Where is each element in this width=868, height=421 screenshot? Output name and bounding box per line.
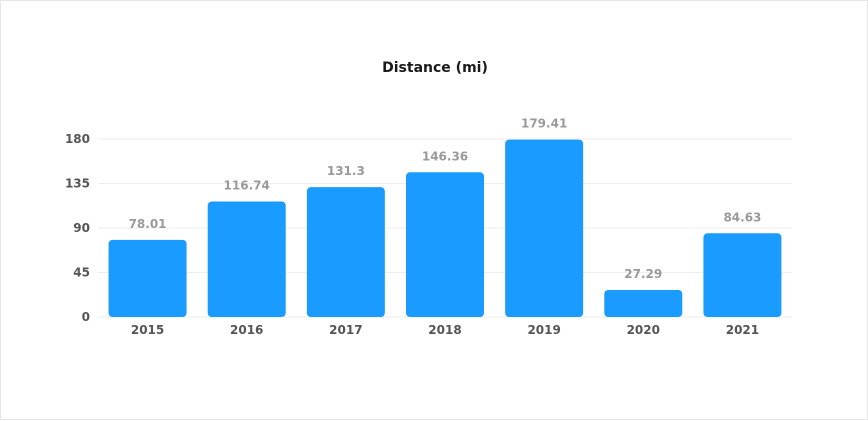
data-label-2021: 84.63 bbox=[723, 210, 761, 224]
x-tick-label-2018: 2018 bbox=[428, 323, 461, 337]
y-tick-label-135: 135 bbox=[65, 177, 90, 191]
y-tick-label-45: 45 bbox=[73, 266, 90, 280]
bar-2016 bbox=[207, 201, 286, 317]
x-tick-label-2016: 2016 bbox=[230, 323, 263, 337]
bar-2017 bbox=[306, 187, 385, 317]
bar-2019 bbox=[505, 139, 584, 317]
y-tick-label-0: 0 bbox=[82, 310, 90, 324]
x-tick-label-2019: 2019 bbox=[527, 323, 560, 337]
data-label-2017: 131.3 bbox=[327, 164, 365, 178]
x-tick-label-2017: 2017 bbox=[329, 323, 362, 337]
bar-2020 bbox=[604, 290, 683, 317]
x-tick-label-2020: 2020 bbox=[627, 323, 660, 337]
data-label-2015: 78.01 bbox=[129, 217, 167, 231]
chart-title: Distance (mi) bbox=[382, 60, 488, 76]
data-label-2018: 146.36 bbox=[422, 149, 468, 163]
bar-2021 bbox=[703, 233, 782, 317]
bar-2015 bbox=[108, 239, 187, 317]
y-tick-label-180: 180 bbox=[65, 132, 90, 146]
bar-2018 bbox=[406, 172, 484, 317]
data-label-2016: 116.74 bbox=[224, 179, 270, 193]
x-tick-label-2021: 2021 bbox=[726, 323, 759, 337]
data-label-2020: 27.29 bbox=[624, 267, 662, 281]
y-tick-label-90: 90 bbox=[73, 221, 90, 235]
x-tick-label-2015: 2015 bbox=[131, 323, 164, 337]
data-label-2019: 179.41 bbox=[521, 117, 567, 131]
